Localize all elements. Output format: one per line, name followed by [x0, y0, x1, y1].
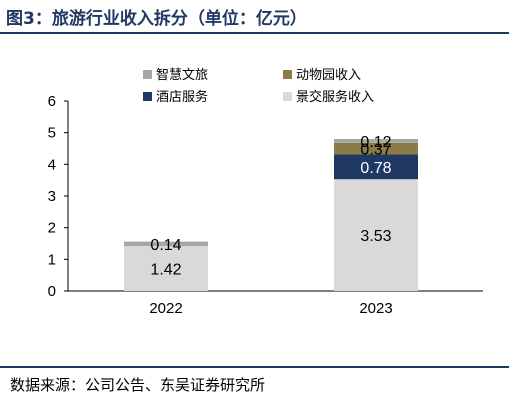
- x-tick-label: 2023: [359, 300, 392, 317]
- y-tick-label: 4: [48, 156, 56, 173]
- legend-label: 酒店服务: [156, 89, 208, 104]
- y-tick-label: 1: [48, 251, 56, 268]
- y-tick-label: 6: [48, 93, 56, 110]
- legend-label: 智慧文旅: [156, 67, 208, 82]
- data-label: 0.14: [150, 237, 181, 254]
- y-tick-label: 2: [48, 220, 56, 237]
- y-tick-label: 3: [48, 188, 56, 205]
- bar-segment: [334, 139, 418, 143]
- data-label: 3.53: [360, 228, 391, 245]
- title-rule: [0, 32, 509, 34]
- legend-label: 景交服务收入: [296, 89, 374, 104]
- bar-segment: [124, 246, 208, 291]
- legend-swatch: [143, 92, 152, 101]
- legend-label: 动物园收入: [296, 67, 361, 82]
- y-tick-label: 5: [48, 125, 56, 142]
- source-note: 数据来源：公司公告、东吴证券研究所: [10, 376, 266, 394]
- data-label: 0.12: [360, 134, 391, 151]
- legend-swatch: [283, 92, 292, 101]
- legend-swatch: [143, 70, 152, 79]
- bar-segment: [334, 142, 418, 155]
- data-label: 0.78: [360, 160, 391, 177]
- data-label: 0.37: [360, 142, 391, 159]
- data-label: 1.42: [150, 262, 181, 279]
- x-tick-label: 2022: [149, 300, 182, 317]
- figure-title: 图3：旅游行业收入拆分（单位：亿元）: [6, 9, 307, 29]
- bar-segment: [334, 179, 418, 291]
- bar-segment: [124, 241, 208, 247]
- legend-swatch: [283, 70, 292, 79]
- y-tick-label: 0: [48, 283, 56, 300]
- source-rule: [0, 366, 509, 368]
- bar-segment: [334, 154, 418, 180]
